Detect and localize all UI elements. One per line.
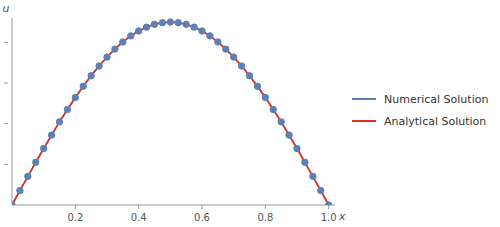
svg-text:0.6: 0.6 bbox=[194, 212, 210, 223]
html-text:Analytical Solution: Analytical Solution bbox=[384, 114, 487, 128]
svg-text:x: x bbox=[338, 210, 346, 223]
svg-text:0.2: 0.2 bbox=[67, 212, 83, 223]
svg-text:0.8: 0.8 bbox=[257, 212, 273, 223]
html-text:Numerical Solution: Numerical Solution bbox=[384, 92, 489, 106]
svg-text:1.0: 1.0 bbox=[321, 212, 337, 223]
svg-text:0.4: 0.4 bbox=[131, 212, 147, 223]
svg-text:u: u bbox=[8, 2, 10, 15]
